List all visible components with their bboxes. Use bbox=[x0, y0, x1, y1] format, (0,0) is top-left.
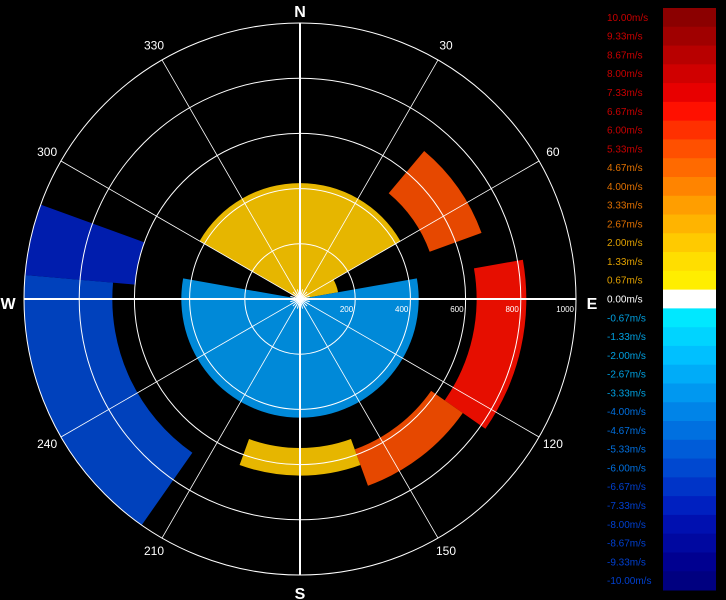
azimuth-label-60: 60 bbox=[546, 145, 560, 159]
colorbar-label: 5.33m/s bbox=[607, 144, 643, 155]
colorbar-swatch bbox=[663, 64, 716, 84]
colorbar-swatch bbox=[663, 101, 716, 122]
colorbar-label: 4.67m/s bbox=[607, 163, 643, 174]
colorbar-swatch bbox=[663, 308, 716, 328]
colorbar-swatch bbox=[663, 552, 716, 572]
azimuth-line-300 bbox=[60, 160, 301, 300]
colorbar-swatch bbox=[663, 8, 716, 28]
colorbar-swatch bbox=[663, 364, 716, 384]
colorbar-swatch bbox=[663, 45, 716, 65]
colorbar-label: 0.67m/s bbox=[607, 276, 643, 287]
colorbar-label: -0.67m/s bbox=[607, 313, 646, 324]
colorbar: 10.00m/s 9.33m/s 8.67m/s 8.00m/s 7.33m/s 6.67… bbox=[607, 8, 716, 591]
cardinal-label-S: S bbox=[295, 586, 306, 600]
colorbar-swatch bbox=[663, 533, 716, 553]
colorbar-label: -8.00m/s bbox=[607, 520, 646, 531]
colorbar-label: -2.00m/s bbox=[607, 351, 646, 362]
colorbar-swatch bbox=[663, 383, 716, 403]
range-label-800: 800 bbox=[505, 305, 519, 314]
colorbar-swatch bbox=[663, 158, 716, 178]
azimuth-label-240: 240 bbox=[37, 437, 57, 451]
range-label-400: 400 bbox=[395, 305, 409, 314]
colorbar-label: 4.00m/s bbox=[607, 182, 643, 193]
colorbar-label: 1.33m/s bbox=[607, 257, 643, 268]
colorbar-label: 8.00m/s bbox=[607, 69, 643, 80]
colorbar-swatch bbox=[663, 477, 716, 497]
colorbar-label: 3.33m/s bbox=[607, 201, 643, 212]
colorbar-label: -7.33m/s bbox=[607, 501, 646, 512]
velocity-sector-4 bbox=[444, 259, 527, 429]
colorbar-swatch bbox=[663, 514, 716, 535]
colorbar-swatch bbox=[663, 496, 716, 516]
colorbar-swatch bbox=[663, 571, 716, 591]
colorbar-label: -2.67m/s bbox=[607, 370, 646, 381]
colorbar-label: -1.33m/s bbox=[607, 332, 646, 343]
polar-grid bbox=[23, 22, 577, 576]
colorbar-label: 0.00m/s bbox=[607, 295, 643, 306]
chart-labels: N E S W 30 60 120 150 210 240 300 330 200 400 600 800 10… bbox=[0, 4, 597, 600]
colorbar-label: 9.33m/s bbox=[607, 32, 643, 43]
colorbar-label: 7.33m/s bbox=[607, 88, 643, 99]
colorbar-swatch bbox=[663, 233, 716, 253]
colorbar-swatch bbox=[663, 402, 716, 422]
azimuth-line-240 bbox=[60, 298, 301, 438]
colorbar-swatch bbox=[663, 83, 716, 103]
colorbar-label: -4.00m/s bbox=[607, 407, 646, 418]
azimuth-line-210 bbox=[161, 298, 301, 539]
azimuth-line-120 bbox=[299, 298, 540, 438]
cardinal-label-E: E bbox=[587, 296, 598, 313]
colorbar-label: -3.33m/s bbox=[607, 388, 646, 399]
azimuth-label-120: 120 bbox=[543, 437, 563, 451]
azimuth-label-150: 150 bbox=[436, 544, 456, 558]
colorbar-swatch bbox=[663, 252, 716, 272]
colorbar-label: -9.33m/s bbox=[607, 557, 646, 568]
colorbar-swatch bbox=[663, 458, 716, 478]
center-spoke bbox=[296, 289, 301, 300]
colorbar-swatch bbox=[663, 176, 716, 197]
colorbar-swatch bbox=[663, 214, 716, 234]
colorbar-label: 6.67m/s bbox=[607, 107, 643, 118]
colorbar-label: 10.00m/s bbox=[607, 13, 648, 24]
cardinal-label-N: N bbox=[294, 4, 306, 21]
colorbar-label: 2.67m/s bbox=[607, 219, 643, 230]
velocity-sector-5 bbox=[354, 390, 463, 486]
colorbar-swatch bbox=[663, 345, 716, 366]
colorbar-swatch bbox=[663, 327, 716, 347]
colorbar-label: -5.33m/s bbox=[607, 445, 646, 456]
colorbar-label: -6.67m/s bbox=[607, 482, 646, 493]
colorbar-label: 8.67m/s bbox=[607, 50, 643, 61]
velocity-sector-1 bbox=[300, 279, 339, 299]
colorbar-swatch bbox=[663, 120, 716, 140]
velocity-sector-8 bbox=[25, 204, 145, 285]
colorbar-swatch bbox=[663, 139, 716, 159]
colorbar-swatch bbox=[663, 289, 716, 309]
cardinal-label-W: W bbox=[0, 296, 16, 313]
azimuth-line-30 bbox=[299, 59, 439, 300]
colorbar-label: 6.00m/s bbox=[607, 126, 643, 137]
colorbar-label: -6.00m/s bbox=[607, 463, 646, 474]
azimuth-line-150 bbox=[299, 298, 439, 539]
azimuth-label-330: 330 bbox=[144, 38, 164, 52]
colorbar-swatch bbox=[663, 421, 716, 441]
colorbar-label: -10.00m/s bbox=[607, 576, 651, 587]
range-label-600: 600 bbox=[450, 305, 464, 314]
azimuth-label-30: 30 bbox=[439, 38, 453, 52]
colorbar-swatch bbox=[663, 439, 716, 460]
velocity-sector-7 bbox=[23, 274, 193, 526]
azimuth-line-330 bbox=[161, 59, 301, 300]
azimuth-line-60 bbox=[299, 160, 540, 300]
colorbar-label: -4.67m/s bbox=[607, 426, 646, 437]
colorbar-swatch bbox=[663, 270, 716, 291]
colorbar-swatch bbox=[663, 26, 716, 47]
azimuth-label-300: 300 bbox=[37, 145, 57, 159]
range-label-1000: 1000 bbox=[556, 305, 574, 314]
velocity-sector-3 bbox=[388, 151, 482, 252]
range-label-200: 200 bbox=[340, 305, 354, 314]
colorbar-label: -8.67m/s bbox=[607, 539, 646, 550]
colorbar-swatch bbox=[663, 195, 716, 216]
colorbar-label: 2.00m/s bbox=[607, 238, 643, 249]
azimuth-label-210: 210 bbox=[144, 544, 164, 558]
